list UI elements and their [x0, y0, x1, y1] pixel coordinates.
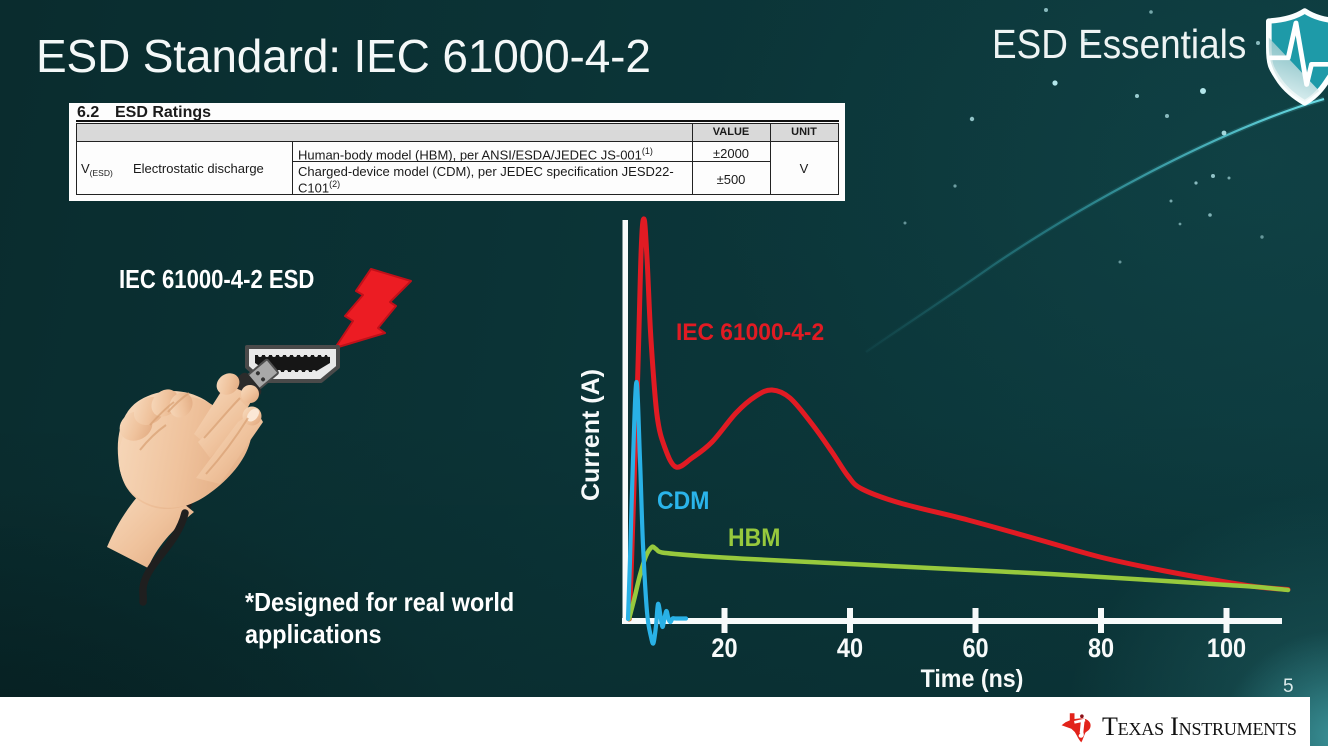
- svg-text:CDM: CDM: [657, 487, 709, 515]
- svg-text:IEC 61000-4-2: IEC 61000-4-2: [676, 318, 824, 345]
- svg-text:100: 100: [1207, 634, 1246, 664]
- svg-text:60: 60: [962, 634, 988, 664]
- svg-text:Current (A): Current (A): [577, 369, 605, 501]
- svg-text:Time (ns): Time (ns): [921, 665, 1024, 693]
- svg-text:20: 20: [711, 634, 737, 664]
- svg-text:80: 80: [1088, 634, 1114, 664]
- svg-text:HBM: HBM: [728, 524, 780, 552]
- svg-text:40: 40: [837, 634, 863, 664]
